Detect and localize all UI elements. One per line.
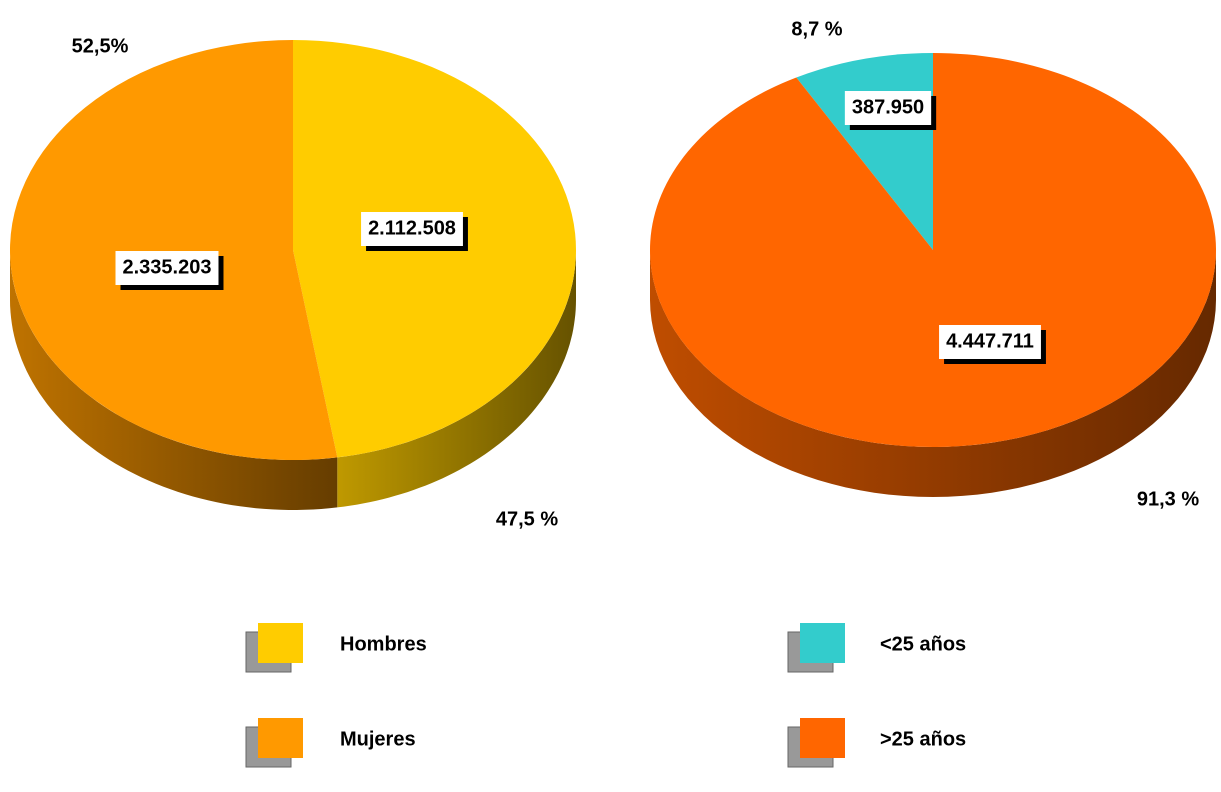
percent-label: 47,5 % <box>496 508 558 530</box>
value-label: 2.335.203 <box>123 256 212 278</box>
label-box <box>361 212 463 246</box>
pie-slice-side <box>10 250 338 510</box>
pie-slice-side <box>650 250 1216 497</box>
label-box <box>844 91 932 125</box>
percent-label: 8,7 % <box>791 18 842 40</box>
legend-label: Hombres <box>340 633 427 655</box>
legend-swatch <box>258 718 303 758</box>
value-label-group: 2.112.508 <box>361 212 468 251</box>
pie-slice <box>650 53 1216 447</box>
percent-label: 52,5% <box>72 35 129 57</box>
legend-label: <25 años <box>880 633 966 655</box>
legend-swatch <box>800 623 845 663</box>
legend-swatch <box>258 623 303 663</box>
label-box <box>115 251 219 285</box>
pie-slice-side <box>337 250 576 508</box>
percent-label: 91,3 % <box>1137 488 1199 510</box>
value-label-group: 387.950 <box>844 91 937 130</box>
value-label-group: 2.335.203 <box>115 251 224 290</box>
value-label: 387.950 <box>852 96 924 118</box>
value-label: 2.112.508 <box>368 217 456 239</box>
pie-slice <box>10 40 338 460</box>
value-label-group: 4.447.711 <box>939 325 1046 364</box>
legend-label: >25 años <box>880 728 966 750</box>
label-box <box>939 325 1041 359</box>
legend-swatch <box>800 718 845 758</box>
value-label: 4.447.711 <box>946 330 1034 352</box>
legend-label: Mujeres <box>340 728 416 750</box>
